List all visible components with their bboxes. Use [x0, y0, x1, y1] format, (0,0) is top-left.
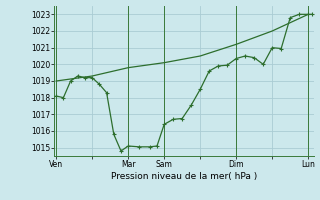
X-axis label: Pression niveau de la mer( hPa ): Pression niveau de la mer( hPa ) [111, 172, 257, 181]
